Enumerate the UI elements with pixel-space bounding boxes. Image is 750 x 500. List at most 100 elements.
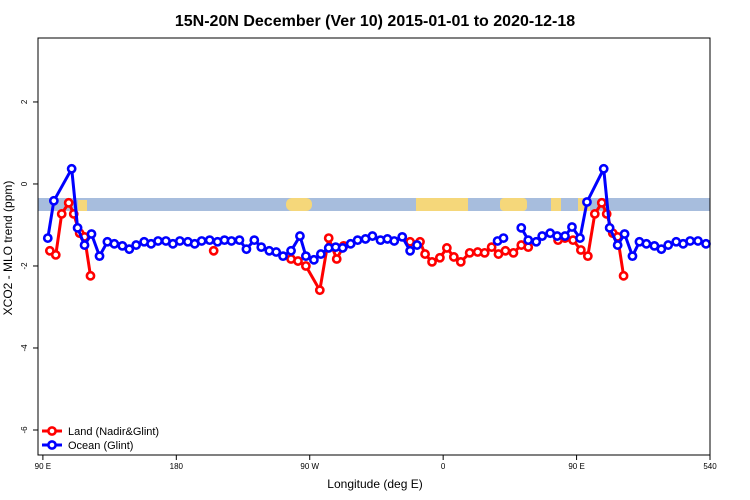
data-point <box>389 236 400 246</box>
x-tick-label: 540 <box>703 462 717 471</box>
legend-label: Land (Nadir&Glint) <box>68 426 159 438</box>
data-point <box>397 231 408 242</box>
data-point <box>464 247 475 258</box>
data-point <box>618 270 629 281</box>
data-point <box>589 209 600 219</box>
y-axis-label: XCO2 - MLO trend (ppm) <box>1 181 15 316</box>
data-point <box>131 240 142 250</box>
data-point <box>323 233 334 243</box>
data-point <box>241 244 252 255</box>
plot-frame <box>37 37 711 456</box>
data-point <box>448 252 459 262</box>
data-point <box>598 163 609 174</box>
data-point <box>174 236 185 246</box>
x-tick-label: 90 W <box>300 462 319 471</box>
chart-title: 15N-20N December (Ver 10) 2015-01-01 to … <box>175 13 575 30</box>
data-point <box>72 222 83 233</box>
data-point <box>308 254 319 265</box>
data-point <box>560 231 570 241</box>
data-point <box>94 251 105 262</box>
map-land <box>286 198 312 211</box>
data-point <box>619 229 630 239</box>
data-point <box>656 244 667 255</box>
data-point <box>405 245 415 256</box>
map-land <box>551 198 561 211</box>
data-point <box>523 235 534 246</box>
data-point <box>48 195 59 206</box>
legend-marker <box>47 426 57 436</box>
data-point <box>295 231 305 241</box>
data-point <box>271 247 282 257</box>
data-point <box>693 236 703 246</box>
data-point <box>204 235 215 246</box>
data-point <box>531 236 542 247</box>
x-tick-label: 0 <box>441 462 446 471</box>
data-point <box>455 256 466 267</box>
data-point <box>293 256 303 266</box>
data-point <box>604 222 615 233</box>
data-point <box>153 236 163 246</box>
data-point <box>641 238 652 249</box>
data-point <box>441 243 452 253</box>
data-point <box>575 245 586 255</box>
data-point <box>685 236 696 246</box>
data-point <box>479 247 490 258</box>
data-point <box>427 256 437 267</box>
legend: Land (Nadir&Glint) Ocean (Glint) <box>42 426 159 452</box>
data-point <box>596 197 607 208</box>
data-point <box>300 251 311 262</box>
data-point <box>663 240 674 250</box>
map-land <box>416 198 468 211</box>
data-point <box>50 250 61 260</box>
data-point <box>486 242 497 253</box>
data-point <box>86 229 97 239</box>
data-point <box>256 242 267 253</box>
data-point <box>109 238 120 249</box>
y-tick-label: -2 <box>20 262 29 270</box>
data-point <box>552 231 563 241</box>
data-point <box>314 285 325 296</box>
data-point <box>315 249 326 259</box>
data-point <box>627 251 638 262</box>
data-point <box>701 238 711 249</box>
data-point <box>567 222 577 232</box>
map-land <box>500 198 527 211</box>
data-point <box>85 270 96 281</box>
data-point <box>226 236 237 246</box>
x-axis-label: Longitude (deg E) <box>327 477 422 491</box>
data-point <box>331 254 342 264</box>
data-point <box>249 235 260 246</box>
data-point <box>345 238 356 249</box>
map-ocean <box>38 198 710 211</box>
y-tick-label: 0 <box>20 181 29 186</box>
data-point <box>66 163 77 174</box>
data-point <box>516 222 527 233</box>
data-point <box>208 245 219 256</box>
legend-label: Ocean (Glint) <box>68 440 133 452</box>
x-tick-label: 90 E <box>35 462 51 471</box>
data-point <box>537 231 548 241</box>
series-line <box>46 167 707 262</box>
data-point <box>286 245 296 256</box>
legend-marker <box>47 440 57 450</box>
data-point <box>300 261 311 271</box>
data-point <box>420 249 430 259</box>
data-point <box>500 245 511 256</box>
data-point <box>612 240 623 250</box>
data-point <box>582 197 592 207</box>
data-point <box>196 236 207 246</box>
data-point <box>278 251 288 262</box>
data-point <box>508 247 519 258</box>
y-tick-label: -4 <box>20 344 29 352</box>
data-point <box>234 235 245 246</box>
data-point <box>575 233 585 243</box>
data-point <box>498 233 509 243</box>
data-point <box>63 197 74 208</box>
data-point <box>367 231 378 241</box>
data-point <box>124 244 135 255</box>
data-point <box>337 243 348 253</box>
x-tick-label: 90 E <box>568 462 584 471</box>
map-strip <box>38 198 710 211</box>
